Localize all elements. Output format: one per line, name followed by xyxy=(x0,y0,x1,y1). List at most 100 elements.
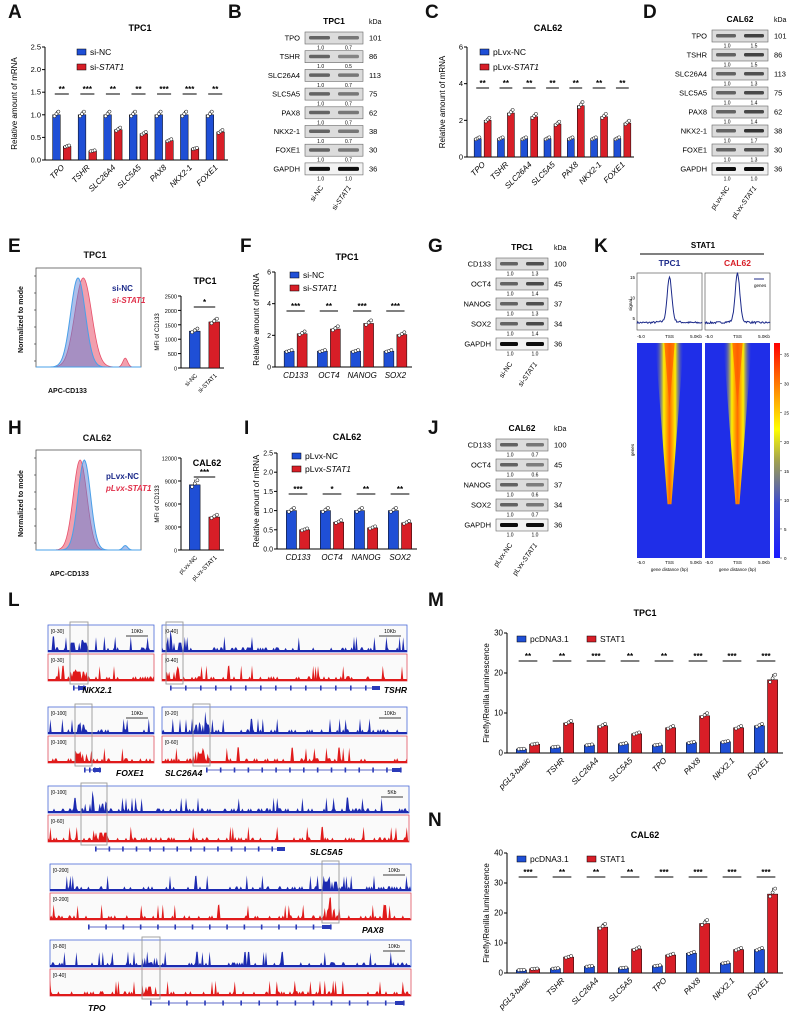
significance-label: ** xyxy=(559,868,566,877)
gene-exon xyxy=(271,846,274,852)
panel-label-a: A xyxy=(8,2,22,23)
y-tick-label: 0.0 xyxy=(263,547,273,554)
gene-exon xyxy=(261,767,264,773)
blot-band-box xyxy=(304,106,364,120)
track-range-label: [0-100] xyxy=(51,740,67,746)
legend-swatch xyxy=(291,452,302,460)
y-tick-label: 6 xyxy=(267,270,271,277)
chart-title: TPC1 xyxy=(633,608,656,618)
band-quantification: 1.0 xyxy=(507,453,514,459)
significance-label: *** xyxy=(391,302,401,311)
molecular-weight: 45 xyxy=(554,461,562,470)
y-tick-label: 30 xyxy=(494,879,503,888)
gene-exon xyxy=(322,925,330,929)
band-quantification: 0.7 xyxy=(345,120,352,126)
protein-band xyxy=(338,54,359,59)
genome-track-slc26a4: [0-20] [0-60] 10Kb SLC26A4 xyxy=(161,703,408,778)
molecular-weight: 113 xyxy=(369,71,381,80)
bar xyxy=(543,138,552,158)
gene-exon xyxy=(204,1000,206,1006)
heatmap-signal-region xyxy=(655,343,684,505)
data-point xyxy=(289,348,294,352)
significance-label: ** xyxy=(573,79,580,88)
protein-band xyxy=(526,342,544,346)
significance-label: ** xyxy=(627,868,634,877)
significance-label: ** xyxy=(503,79,510,88)
protein-band xyxy=(338,36,359,40)
category-label: FOXE1 xyxy=(195,163,220,188)
blot-row-label: SLC5A5 xyxy=(679,89,707,98)
blot-row-label: SLC26A4 xyxy=(268,71,300,80)
protein-band xyxy=(309,36,330,40)
promoter-highlight-box xyxy=(192,703,211,767)
lane-label: pLvx-NC xyxy=(710,185,731,211)
legend-swatch xyxy=(516,635,527,643)
molecular-weight: 37 xyxy=(554,300,562,309)
scale-label: 10Kb xyxy=(131,629,143,635)
legend-swatch xyxy=(76,48,87,56)
band-quantification: 1.0 xyxy=(345,176,352,182)
band-quantification: 1.0 xyxy=(317,64,324,70)
data-point xyxy=(56,109,61,114)
bar xyxy=(613,138,622,158)
y-tick-label: 0.5 xyxy=(263,527,273,534)
gene-exon xyxy=(105,924,107,930)
category-label: PAX8 xyxy=(682,756,703,777)
colorbar-tick-label: 0 xyxy=(784,556,787,561)
bar xyxy=(208,516,220,551)
data-point xyxy=(671,724,676,728)
data-point xyxy=(702,920,707,925)
gene-exon xyxy=(215,685,217,691)
significance-label: * xyxy=(330,485,334,494)
category-label: CD133 xyxy=(283,371,308,380)
y-axis-label: MFI of CD133 xyxy=(155,485,161,523)
bar-chart-c: CAL62 0 2 4 6 Relative amount of mRNA ** TPO ** T… xyxy=(438,23,634,191)
data-point xyxy=(92,148,97,153)
gene-exon xyxy=(84,767,86,773)
gene-exon xyxy=(277,847,285,851)
gene-exon xyxy=(348,1000,351,1006)
significance-label: *** xyxy=(761,868,771,877)
band-quantification: 1.3 xyxy=(532,312,539,318)
gene-exon xyxy=(276,1000,279,1006)
y-tick-label: 2.5 xyxy=(31,43,41,52)
gene-exon xyxy=(217,846,219,852)
promoter-highlight-box xyxy=(69,621,89,685)
gene-exon xyxy=(150,1000,152,1006)
bar xyxy=(388,510,399,550)
protein-band xyxy=(716,129,736,133)
blot-band-box xyxy=(711,143,769,157)
bar xyxy=(597,926,608,974)
protein-band xyxy=(309,129,330,133)
blot-row-label: GAPDH xyxy=(680,165,707,174)
data-point xyxy=(331,328,335,332)
blot-row-label: OCT4 xyxy=(471,280,491,289)
colorbar-tick-label: 30 xyxy=(784,382,790,387)
gene-exon xyxy=(219,767,222,773)
data-point xyxy=(578,102,583,107)
y-tick-label: 6 xyxy=(459,43,463,52)
data-point xyxy=(510,108,515,112)
heatmap-peak-core xyxy=(732,343,743,408)
protein-band xyxy=(500,443,518,447)
bar xyxy=(567,138,575,158)
band-quantification: 0.5 xyxy=(345,64,352,70)
histogram-control xyxy=(36,277,141,368)
data-point xyxy=(397,333,402,338)
significance-label: ** xyxy=(596,79,603,88)
promoter-highlight-box xyxy=(141,936,161,1000)
band-quantification: 1.4 xyxy=(751,101,758,107)
bar xyxy=(665,727,676,754)
data-point xyxy=(212,319,217,323)
coverage-signal xyxy=(48,826,409,842)
flow-h-title: CAL62 xyxy=(82,433,112,443)
category-label: NANOG xyxy=(351,553,380,562)
blot-band-box xyxy=(304,143,364,157)
band-quantification: 1.0 xyxy=(317,46,324,52)
blot-row-label: FOXE1 xyxy=(682,146,707,155)
significance-label: ** xyxy=(110,85,117,94)
chart-title: CAL62 xyxy=(534,23,563,33)
bar xyxy=(699,715,710,754)
panel-label-c: C xyxy=(425,2,439,23)
